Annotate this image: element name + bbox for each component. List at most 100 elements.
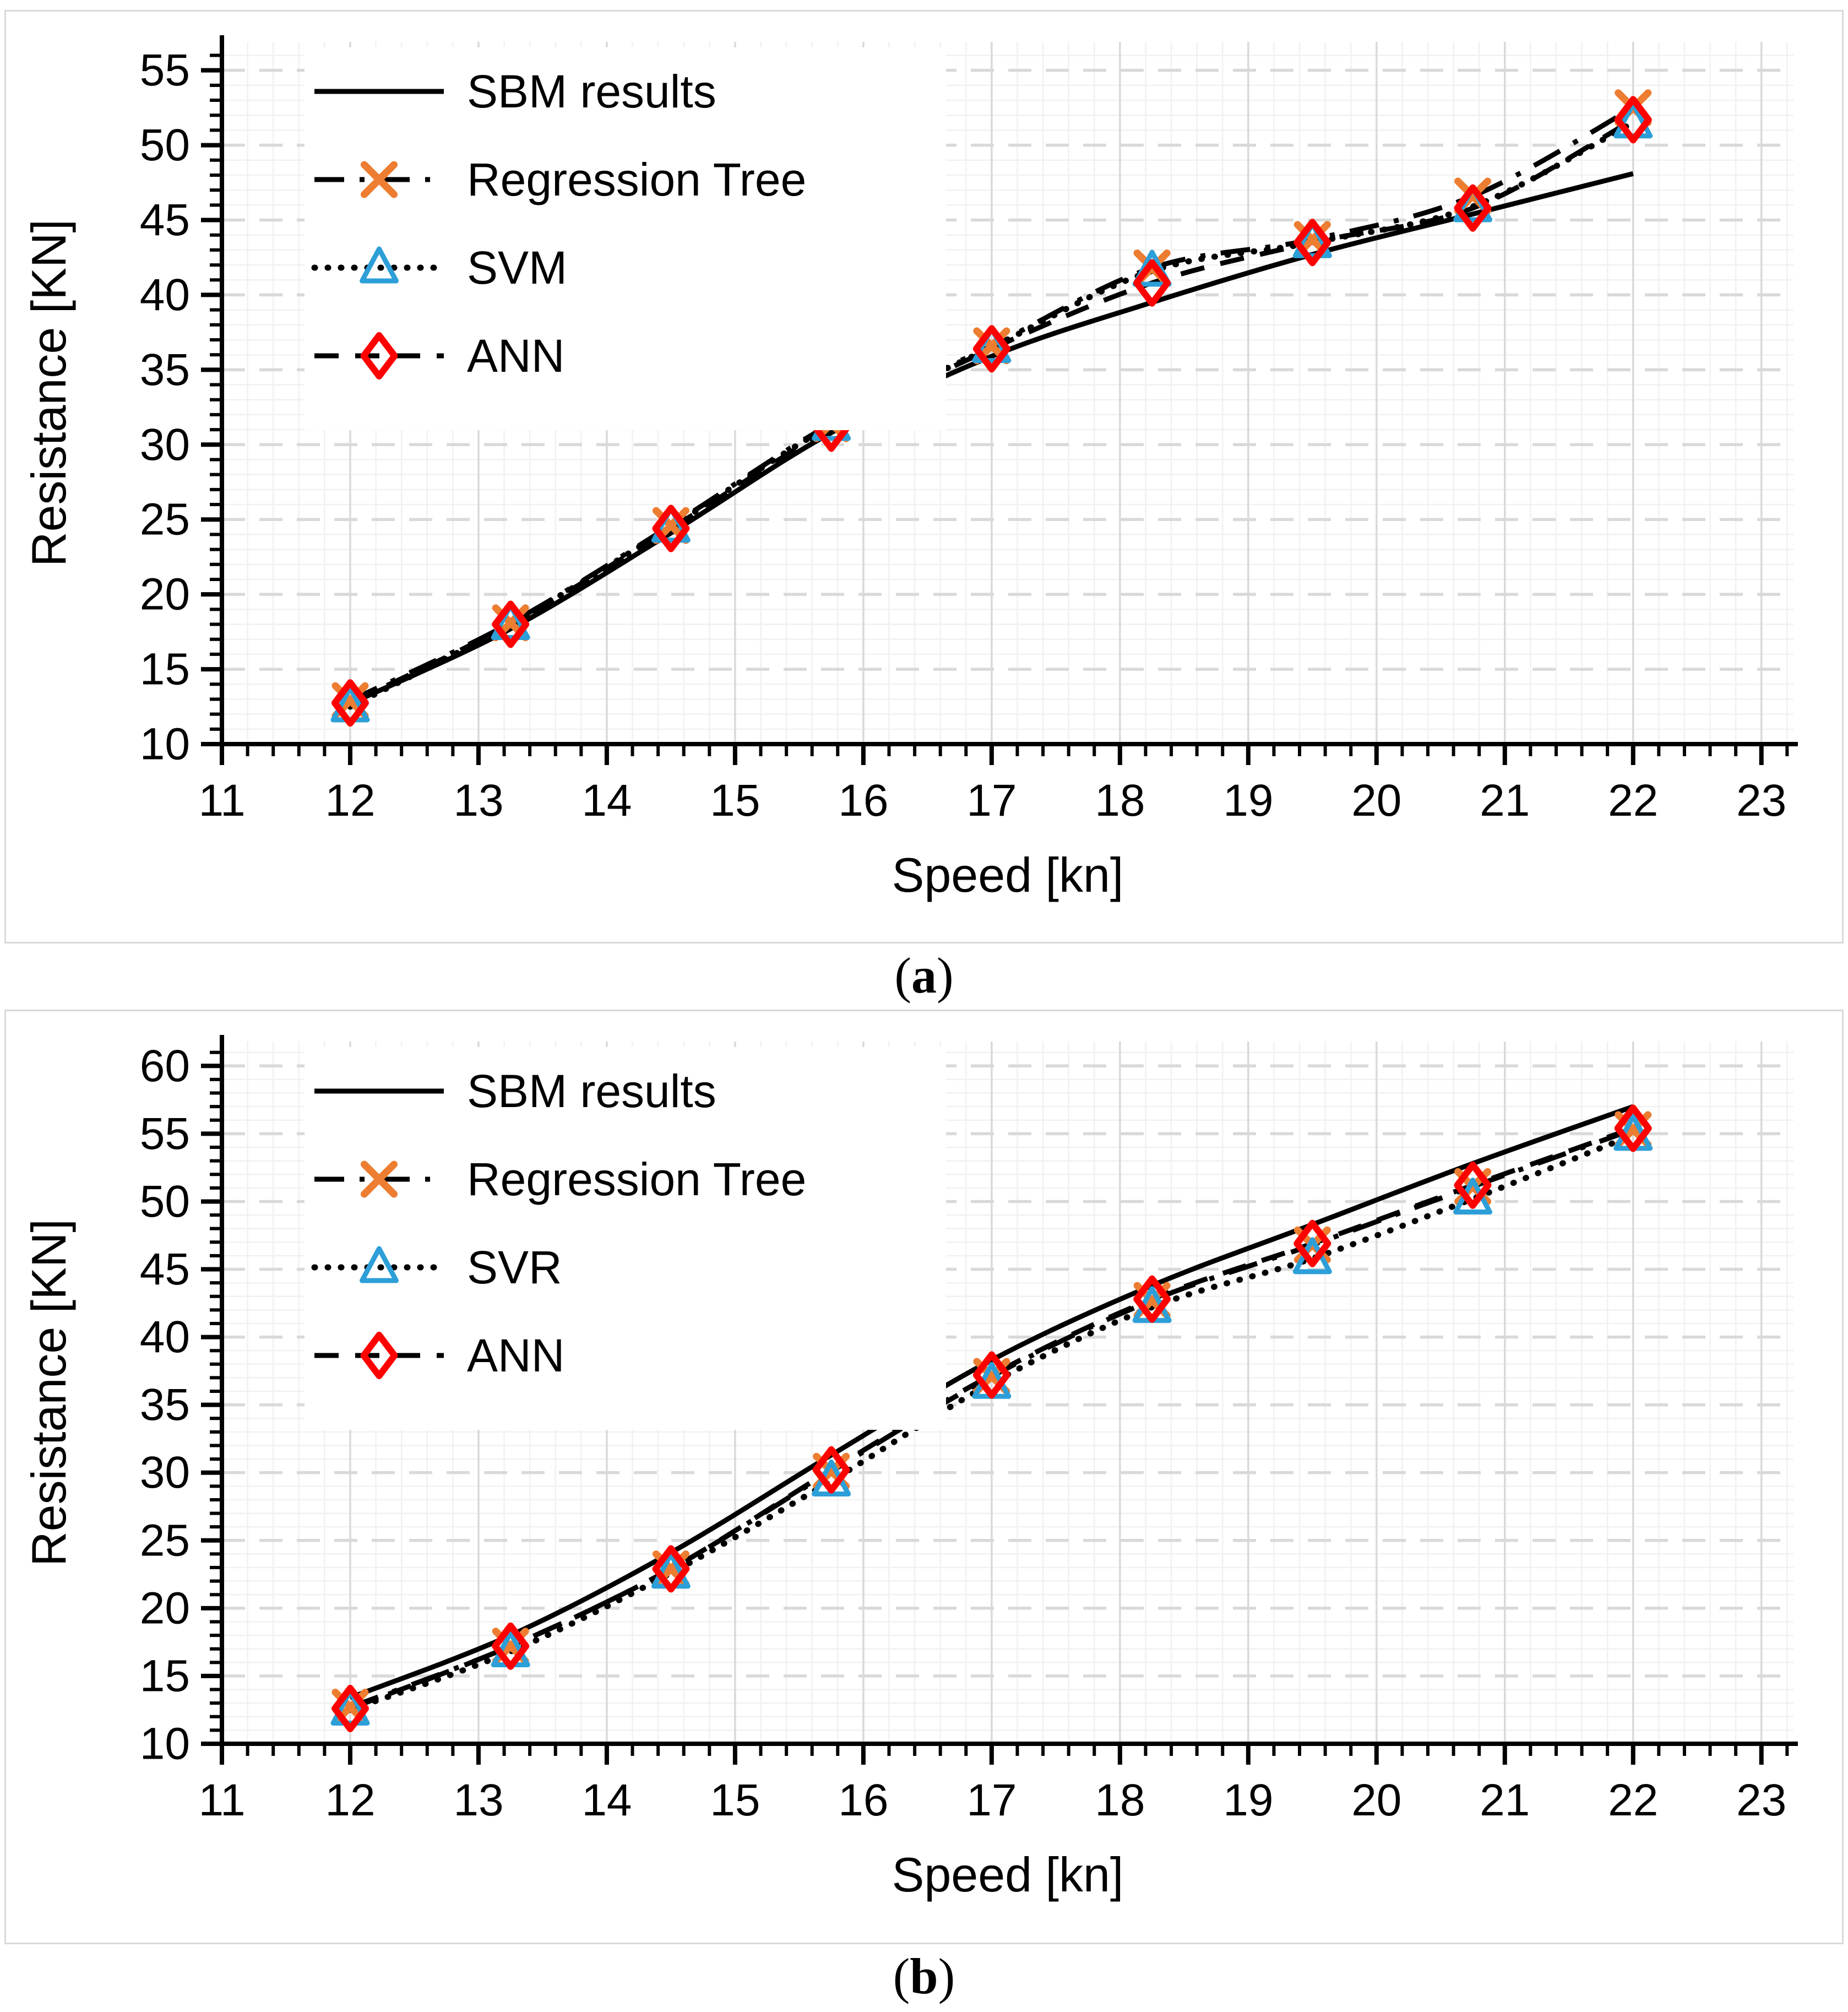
series-line-ann [349, 117, 1634, 706]
y-tick-label: 40 [140, 1312, 190, 1362]
x-tick-label: 21 [1480, 1775, 1530, 1825]
y-tick-label: 50 [140, 120, 190, 170]
legend: SBM results Regression Tree SVR ANN [305, 1047, 946, 1430]
axis-labels: 10 15 20 25 30 35 40 45 50 55 11 12 13 14 15 16 17 18 19 20… [21, 45, 1786, 902]
legend-label: Regression Tree [467, 154, 806, 205]
y-tick-label: 15 [140, 1651, 190, 1701]
diamond-marker-icon [652, 505, 690, 552]
legend-label: SBM results [467, 66, 716, 117]
axes [201, 35, 1798, 765]
y-tick-label: 55 [140, 45, 190, 95]
diamond-marker-icon [1133, 259, 1171, 307]
triangle-marker-icon [491, 603, 530, 641]
x-tick-label: 11 [198, 1775, 245, 1825]
legend-label: Regression Tree [467, 1153, 806, 1205]
x-tick-label: 13 [453, 1775, 503, 1825]
y-tick-label: 60 [140, 1041, 190, 1091]
legend-background [305, 47, 946, 430]
y-tick-label: 30 [140, 1447, 190, 1498]
triangle-marker-icon [1132, 250, 1172, 287]
legend-label: ANN [467, 330, 564, 382]
x-tick-label: 14 [581, 775, 632, 826]
legend-item-svm: SVM [311, 242, 567, 294]
axis-labels: 10 15 20 25 30 35 40 45 50 55 60 11 12 13 14 15 16 17 18 19… [21, 1041, 1786, 1902]
y-tick-label: 50 [140, 1176, 190, 1227]
y-tick-label: 15 [140, 644, 190, 695]
diamond-marker-icon [331, 679, 369, 727]
legend-label: ANN [467, 1330, 564, 1381]
caption-b: (b) [0, 1945, 1848, 2012]
chart-panel-b: 10 15 20 25 30 35 40 45 50 55 60 11 12 13 14 15 16 17 18 19… [4, 1010, 1844, 1944]
diamond-marker-icon [492, 1622, 530, 1670]
legend-item-regression-tree: Regression Tree [314, 1153, 806, 1205]
y-tick-label: 55 [140, 1109, 190, 1159]
x-tick-label: 20 [1351, 1775, 1401, 1825]
x-tick-label: 17 [966, 1775, 1017, 1825]
x-tick-label: 18 [1095, 1775, 1145, 1825]
diamond-marker-icon [1293, 1219, 1331, 1267]
x-tick-label: 12 [325, 1775, 375, 1825]
x-tick-label: 19 [1223, 775, 1273, 826]
y-tick-label: 45 [140, 195, 190, 245]
caption-a-paren-close: ) [937, 947, 954, 1004]
chart-a: 10 15 20 25 30 35 40 45 50 55 11 12 13 14 15 16 17 18 19 20… [21, 35, 1798, 902]
x-tick-label: 12 [325, 775, 375, 826]
y-tick-label: 20 [140, 1583, 190, 1633]
caption-b-letter: b [910, 1948, 938, 2004]
y-tick-label: 25 [140, 1515, 190, 1565]
y-tick-label: 10 [140, 719, 190, 769]
series-markers-ann [331, 1104, 1652, 1732]
diamond-marker-icon [360, 332, 398, 379]
diamond-marker-icon [1614, 96, 1652, 144]
legend-background [305, 1047, 946, 1430]
diamond-marker-icon [972, 325, 1010, 373]
x-tick-label: 23 [1736, 775, 1786, 826]
x-tick-label: 14 [581, 1775, 632, 1825]
x-marker-icon [361, 161, 398, 198]
series-line-ann [349, 1126, 1634, 1711]
x-marker-icon [361, 1160, 398, 1198]
x-tick-label: 13 [453, 775, 503, 826]
y-tick-label: 45 [140, 1244, 190, 1294]
chart-panel-a: 10 15 20 25 30 35 40 45 50 55 11 12 13 14 15 16 17 18 19 20… [4, 10, 1844, 943]
y-tick-label: 40 [140, 270, 190, 320]
y-tick-label: 25 [140, 495, 190, 545]
legend-item-sbm-results: SBM results [314, 66, 716, 117]
diamond-marker-icon [652, 1545, 690, 1593]
x-tick-label: 21 [1480, 775, 1530, 826]
triangle-marker-icon [330, 1688, 370, 1726]
legend-item-ann: ANN [314, 1330, 564, 1381]
legend-item-sbm-results: SBM results [314, 1065, 716, 1117]
x-axis-title: Speed [kn] [892, 848, 1124, 902]
axes [201, 1035, 1798, 1765]
diamond-marker-icon [972, 1351, 1010, 1399]
legend-label: SBM results [467, 1065, 716, 1117]
x-tick-label: 11 [198, 775, 245, 826]
series-markers [330, 1104, 1653, 1732]
legend-item-ann: ANN [314, 330, 564, 382]
x-tick-label: 19 [1223, 1775, 1273, 1825]
diamond-marker-icon [1454, 184, 1492, 232]
legend-label: SVR [467, 1241, 562, 1293]
triangle-marker-icon [360, 246, 399, 284]
x-tick-label: 23 [1736, 1775, 1786, 1825]
triangle-marker-icon [360, 1246, 399, 1283]
caption-b-paren-open: ( [893, 1948, 910, 2004]
x-tick-label: 22 [1608, 775, 1658, 826]
y-tick-label: 30 [140, 420, 190, 470]
x-axis-title: Speed [kn] [892, 1847, 1124, 1902]
series-markers [330, 89, 1653, 727]
diamond-marker-icon [331, 1685, 369, 1732]
x-tick-label: 18 [1095, 775, 1145, 826]
diamond-marker-icon [1133, 1275, 1171, 1323]
diamond-marker-icon [812, 1446, 850, 1494]
legend-item-svr: SVR [311, 1241, 562, 1293]
x-tick-label: 17 [966, 775, 1017, 826]
x-tick-label: 15 [710, 1775, 760, 1825]
y-axis-title: Resistance [KN] [21, 219, 76, 567]
diamond-marker-icon [492, 600, 530, 648]
x-tick-label: 20 [1351, 775, 1401, 826]
legend-item-regression-tree: Regression Tree [314, 154, 806, 205]
legend: SBM results Regression Tree SVM ANN [305, 47, 946, 430]
series-line-sbm-results [349, 171, 1634, 706]
